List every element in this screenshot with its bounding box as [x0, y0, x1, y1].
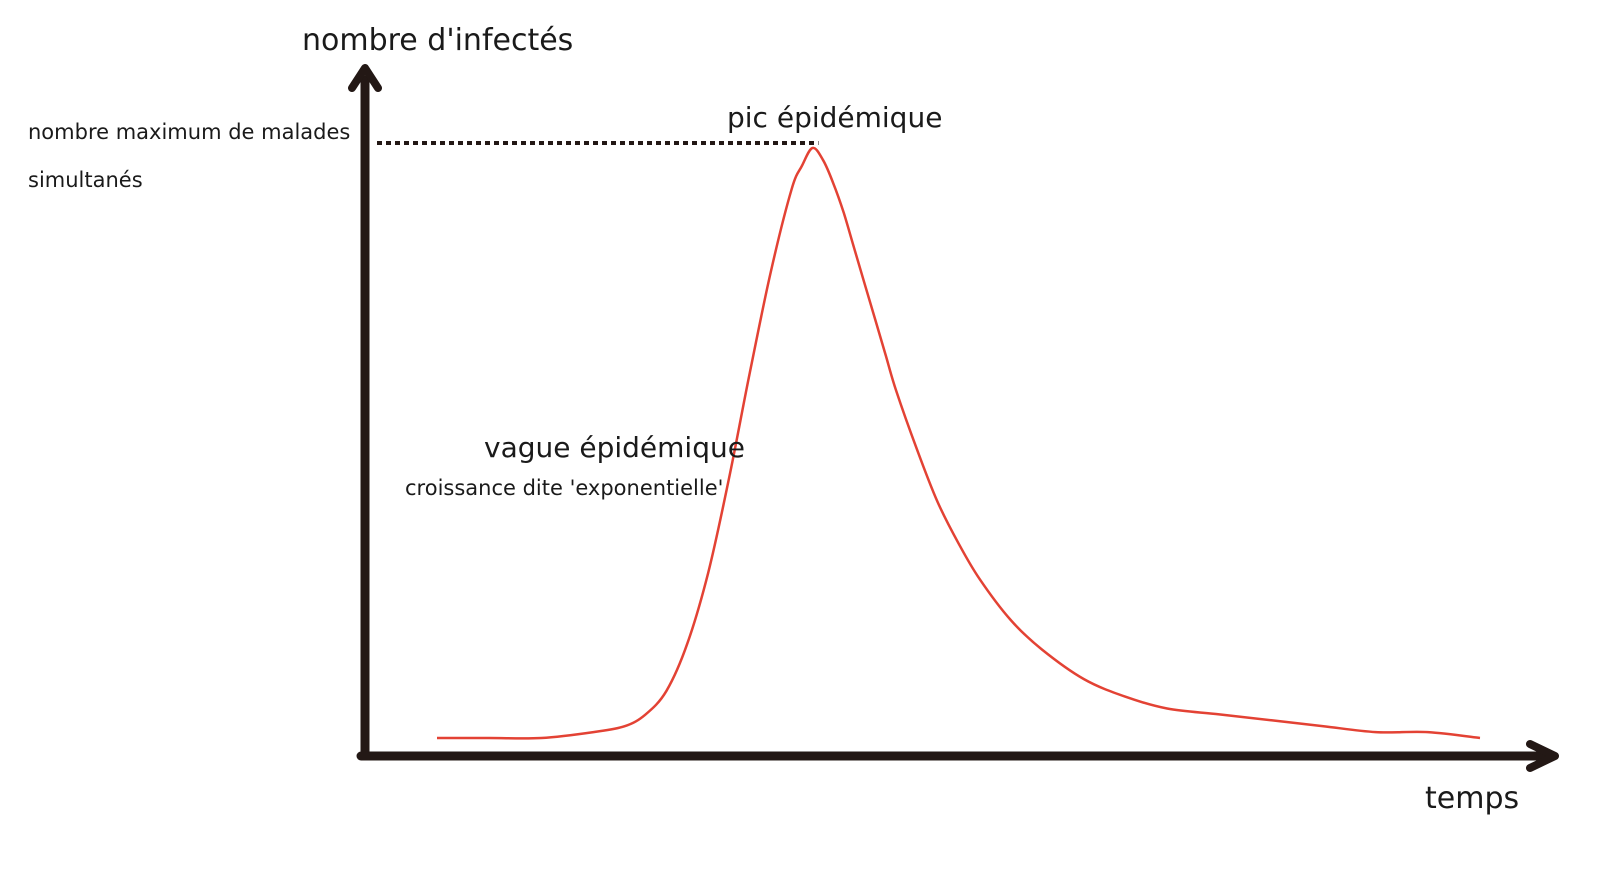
growth-label: croissance dite 'exponentielle' — [405, 476, 723, 500]
epidemic-curve — [437, 146, 1481, 740]
wave-label: vague épidémique — [484, 431, 745, 464]
max-label-line1: nombre maximum de malades — [28, 120, 350, 144]
max-label-line2: simultanés — [28, 168, 143, 192]
peak-label: pic épidémique — [727, 101, 942, 134]
y-axis-arrow-head — [348, 64, 382, 92]
x-axis-label: temps — [1425, 781, 1519, 816]
y-axis-label: nombre d'infectés — [302, 23, 573, 58]
x-axis-arrow-head — [1526, 740, 1559, 772]
